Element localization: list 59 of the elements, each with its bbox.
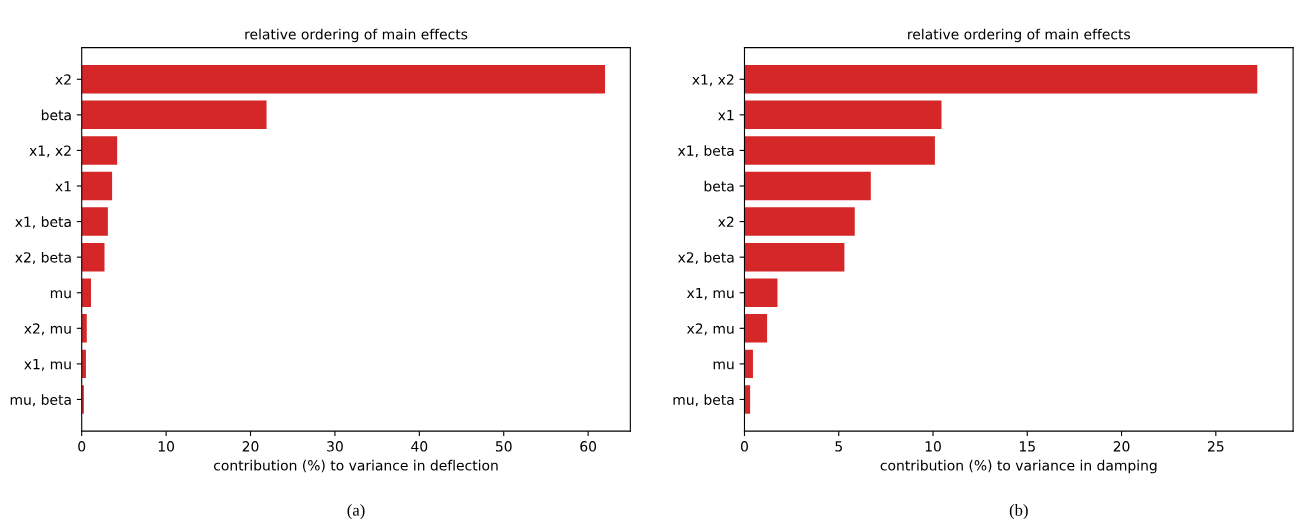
x-tick-label: 5 — [835, 441, 842, 452]
y-tick-label: x2, beta — [15, 251, 71, 265]
text: (a) — [347, 504, 365, 520]
bar — [744, 349, 753, 379]
bar — [81, 207, 108, 236]
x-tick-label: 20 — [1113, 441, 1130, 452]
bar — [81, 278, 91, 307]
y-tick-label: x2 — [718, 216, 734, 227]
x-tick-label: 20 — [242, 441, 259, 452]
bar — [744, 242, 845, 272]
x-tick-label: 60 — [580, 441, 597, 452]
y-tick-label: x1 — [718, 110, 734, 121]
bar — [744, 314, 768, 343]
chart-title: relative ordering of main effects — [245, 28, 468, 43]
bar — [744, 278, 778, 307]
bar — [81, 100, 267, 130]
x-tick-label: 10 — [158, 441, 175, 452]
x-tick-label: 40 — [411, 441, 428, 452]
y-tick-label: x2, mu — [686, 323, 734, 336]
x-tick-label: 0 — [78, 441, 86, 452]
bar — [744, 171, 871, 201]
y-tick-label: mu — [50, 290, 71, 299]
bar — [81, 136, 118, 165]
y-tick-label: mu, beta — [673, 394, 734, 407]
bar — [81, 242, 105, 272]
x-tick-label: 30 — [327, 441, 343, 452]
text: (b) — [1009, 504, 1028, 520]
bar — [81, 349, 86, 379]
x-axis-title: contribution (%) to variance in damping — [880, 459, 1157, 474]
y-tick-label: x1 — [55, 181, 71, 192]
y-tick-label: mu, beta — [10, 394, 71, 407]
bar — [744, 385, 751, 414]
x-axis-title: contribution (%) to variance in deflection — [214, 459, 498, 473]
y-tick-label: x1, x2 — [692, 74, 734, 87]
x-tick-label: 50 — [495, 441, 512, 452]
y-tick-label: x2 — [55, 74, 71, 85]
bar — [744, 65, 1258, 94]
chart-title: relative ordering of main effects — [908, 28, 1131, 43]
y-tick-label: x1, beta — [677, 145, 734, 158]
bar — [81, 314, 87, 343]
bar — [744, 100, 942, 130]
y-tick-label: x1, x2 — [29, 145, 71, 158]
y-tick-label: beta — [41, 109, 71, 121]
y-tick-label: x2, mu — [24, 323, 71, 336]
x-tick-label: 10 — [925, 441, 941, 452]
bar — [81, 385, 84, 414]
x-tick-label: 25 — [1207, 441, 1224, 452]
y-tick-label: mu — [713, 361, 734, 370]
y-tick-label: x1, mu — [686, 287, 734, 300]
bar — [81, 65, 606, 94]
x-tick-label: 15 — [1019, 441, 1035, 452]
bar — [81, 171, 113, 201]
x-tick-label: 0 — [740, 441, 748, 452]
y-tick-label: beta — [704, 180, 734, 192]
y-tick-label: x2, beta — [677, 251, 734, 265]
bar — [744, 136, 935, 165]
y-tick-label: x1, beta — [15, 216, 71, 229]
bar — [744, 207, 855, 236]
y-tick-label: x1, mu — [24, 359, 71, 371]
